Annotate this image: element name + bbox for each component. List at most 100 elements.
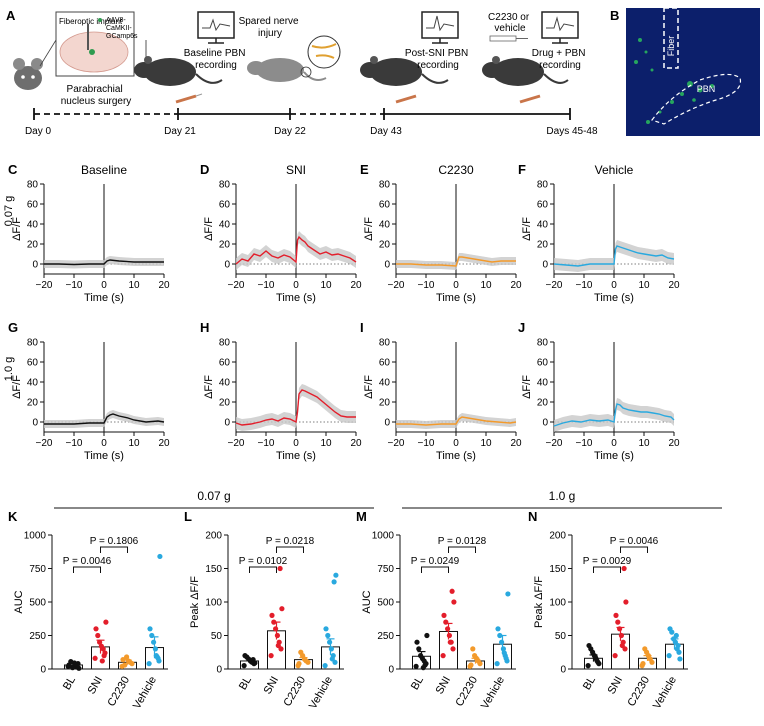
drug-rec-label: Drug + PBN recording [532, 48, 588, 71]
data-point [667, 626, 673, 632]
p-value-label: P = 0.0046 [63, 556, 112, 567]
data-point [470, 646, 476, 652]
x-tick-label: 10 [638, 280, 650, 291]
x-tick-label: 0 [453, 438, 459, 449]
data-point [122, 662, 128, 668]
data-point [424, 632, 430, 639]
group-header-10: 1.0 g [549, 489, 576, 503]
y-tick-label: 0 [216, 665, 222, 676]
y-tick-label: 20 [379, 398, 391, 409]
x-tick-label: −20 [228, 438, 245, 449]
y-tick-label: 0 [384, 260, 390, 271]
panel-a: A Fiberoptic implant AAV8- CaMKII- GCamp… [6, 8, 598, 137]
mean-trace-line [44, 413, 165, 425]
data-point [277, 565, 283, 572]
category-label: Vehicle [307, 675, 335, 712]
data-point [157, 553, 163, 560]
data-point [450, 646, 456, 652]
data-point [269, 612, 275, 619]
panel-letter-f: F [518, 162, 526, 177]
syringe-icon [395, 94, 417, 104]
y-tick-label: 40 [379, 220, 391, 231]
y-tick-label: 40 [537, 378, 549, 389]
y-tick-label: 60 [537, 358, 549, 369]
comparison-bracket [276, 546, 304, 553]
comparison-bracket [593, 566, 621, 573]
data-point [95, 632, 101, 639]
x-tick-label: 20 [510, 438, 522, 449]
mean-trace-line [235, 389, 356, 426]
data-point [149, 632, 155, 639]
monitor-icon [197, 11, 235, 44]
x-tick-label: 10 [128, 438, 140, 449]
y-tick-label: 80 [379, 180, 391, 191]
data-point [621, 565, 627, 572]
category-label: Vehicle [479, 675, 507, 712]
data-point [241, 663, 247, 669]
category-label: BL [581, 675, 598, 693]
y-tick-label: 0 [32, 418, 38, 429]
y-tick-label: 200 [549, 531, 566, 542]
x-axis-label: Time (s) [436, 450, 476, 462]
y-tick-label: 60 [219, 200, 231, 211]
data-point [472, 653, 478, 659]
data-point [323, 626, 329, 632]
data-point [92, 655, 98, 661]
x-tick-label: −20 [36, 438, 53, 449]
y-tick-label: 750 [29, 564, 46, 575]
syringe-icon [519, 94, 541, 104]
data-point [445, 626, 451, 632]
comparison-bracket [73, 566, 101, 573]
x-axis-label: Time (s) [276, 450, 316, 462]
y-tick-label: 60 [379, 358, 391, 369]
y-axis-label: ΔF/F [363, 375, 375, 399]
y-axis-label: ΔF/F [11, 217, 23, 241]
data-point [675, 642, 681, 649]
x-tick-label: 0 [611, 438, 617, 449]
data-point [585, 663, 591, 669]
pbn-outline [651, 73, 742, 125]
panel-letter-c: C [8, 162, 18, 177]
panel-letter-d: D [200, 162, 209, 177]
injection-syringe-icon [489, 35, 528, 42]
x-axis-label: Time (s) [594, 450, 634, 462]
y-tick-label: 20 [219, 240, 231, 251]
y-tick-label: 200 [205, 531, 222, 542]
data-point [640, 661, 646, 667]
y-axis-label: ΔF/F [203, 217, 215, 241]
fiber-track-outline [663, 7, 679, 69]
data-point [623, 599, 629, 605]
data-point [500, 646, 506, 652]
x-tick-label: −10 [258, 438, 275, 449]
data-point [503, 655, 509, 661]
panel-letter-l: L [184, 509, 192, 524]
data-point [413, 663, 419, 669]
data-point [677, 656, 683, 662]
category-label: SNI [606, 675, 626, 697]
group-header-007: 0.07 g [197, 489, 230, 503]
data-point [72, 661, 78, 667]
data-point [666, 653, 672, 659]
panel-letter-h: H [200, 320, 209, 335]
data-point [296, 661, 302, 667]
x-tick-label: 10 [320, 438, 332, 449]
category-label: SNI [262, 675, 282, 697]
trace-title: SNI [286, 163, 306, 177]
x-tick-label: −20 [36, 280, 53, 291]
x-tick-label: 10 [480, 280, 492, 291]
y-tick-label: 0 [542, 418, 548, 429]
y-tick-label: 150 [205, 564, 222, 575]
data-point [329, 656, 335, 662]
y-tick-label: 60 [219, 358, 231, 369]
data-point [101, 653, 107, 659]
category-label: BL [61, 675, 78, 693]
fiber-label: Fiber [666, 36, 676, 57]
y-tick-label: 250 [29, 631, 46, 642]
baseline-label: Baseline PBN recording [184, 48, 248, 71]
y-tick-label: 40 [219, 220, 231, 231]
sem-band [554, 398, 674, 432]
y-tick-label: 0 [560, 665, 566, 676]
sem-band [44, 256, 164, 269]
data-point [612, 653, 618, 659]
data-point [586, 642, 592, 649]
